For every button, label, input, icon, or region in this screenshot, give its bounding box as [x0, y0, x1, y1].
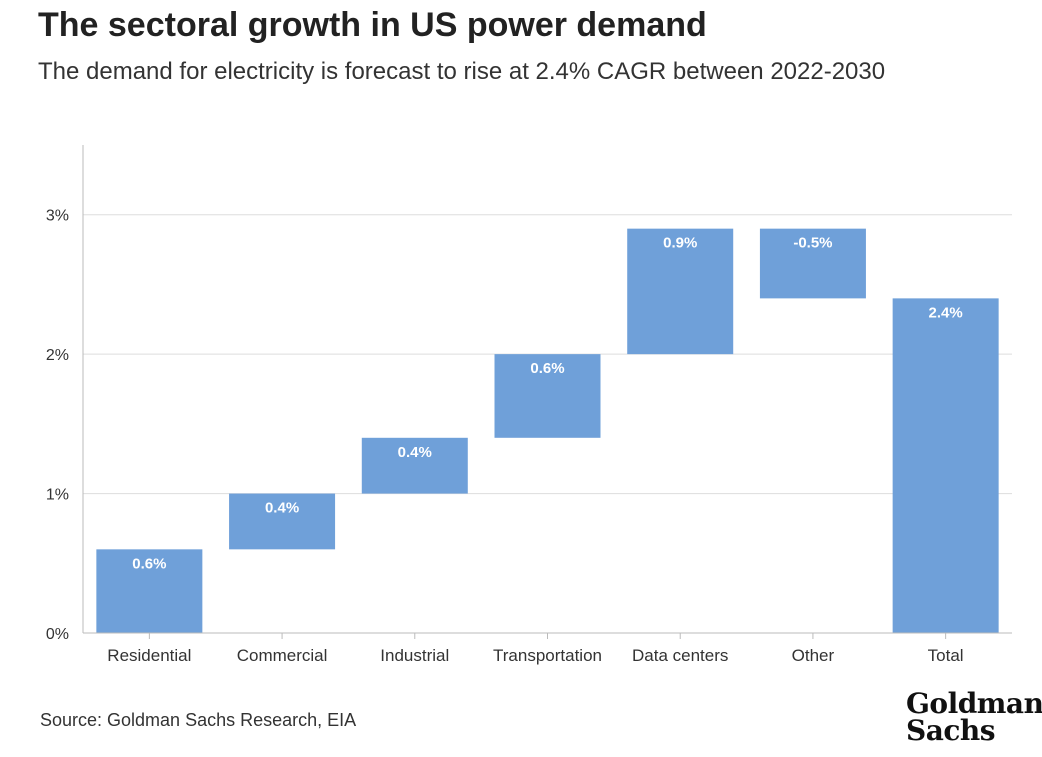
x-tick-label: Commercial — [237, 646, 328, 665]
bar-data-centers — [627, 228, 734, 355]
bars — [96, 228, 999, 633]
data-label: 2.4% — [929, 304, 963, 321]
x-tick-label: Total — [928, 646, 964, 665]
bar-commercial — [229, 493, 336, 550]
y-tick-label: 3% — [46, 208, 69, 225]
bar-transportation — [494, 354, 601, 438]
y-tick-label: 2% — [46, 347, 69, 364]
x-tick-label: Residential — [107, 646, 191, 665]
axes: 0% 1% 2% 3% Residential Commercial Industrial T… — [46, 145, 1012, 665]
data-label: 0.4% — [265, 500, 299, 517]
data-label: 0.4% — [398, 444, 432, 461]
data-label: 0.9% — [663, 235, 697, 252]
bar-other — [759, 228, 866, 299]
logo-line-1: Goldman — [906, 687, 1042, 720]
x-tick-label: Data centers — [632, 646, 728, 665]
x-tick-label: Industrial — [380, 646, 449, 665]
bar-industrial — [361, 437, 468, 494]
y-tick-label: 1% — [46, 487, 69, 504]
data-labels: 0.6% 0.4% 0.4% 0.6% 0.9% -0.5% 2.4% — [132, 235, 962, 573]
x-tick-label: Transportation — [493, 646, 602, 665]
chart-title: The sectoral growth in US power demand — [38, 6, 707, 44]
chart-subtitle: The demand for electricity is forecast t… — [38, 58, 886, 85]
goldman-sachs-logo: Goldman Sachs — [906, 687, 1042, 747]
bar-residential — [96, 549, 203, 633]
data-label: -0.5% — [793, 235, 832, 252]
bar-total — [892, 298, 999, 633]
x-tick-label: Other — [792, 646, 835, 665]
source-note: Source: Goldman Sachs Research, EIA — [40, 710, 357, 730]
data-label: 0.6% — [530, 360, 564, 377]
y-tick-label: 0% — [46, 626, 69, 643]
data-label: 0.6% — [132, 555, 166, 572]
logo-line-2: Sachs — [906, 714, 996, 747]
